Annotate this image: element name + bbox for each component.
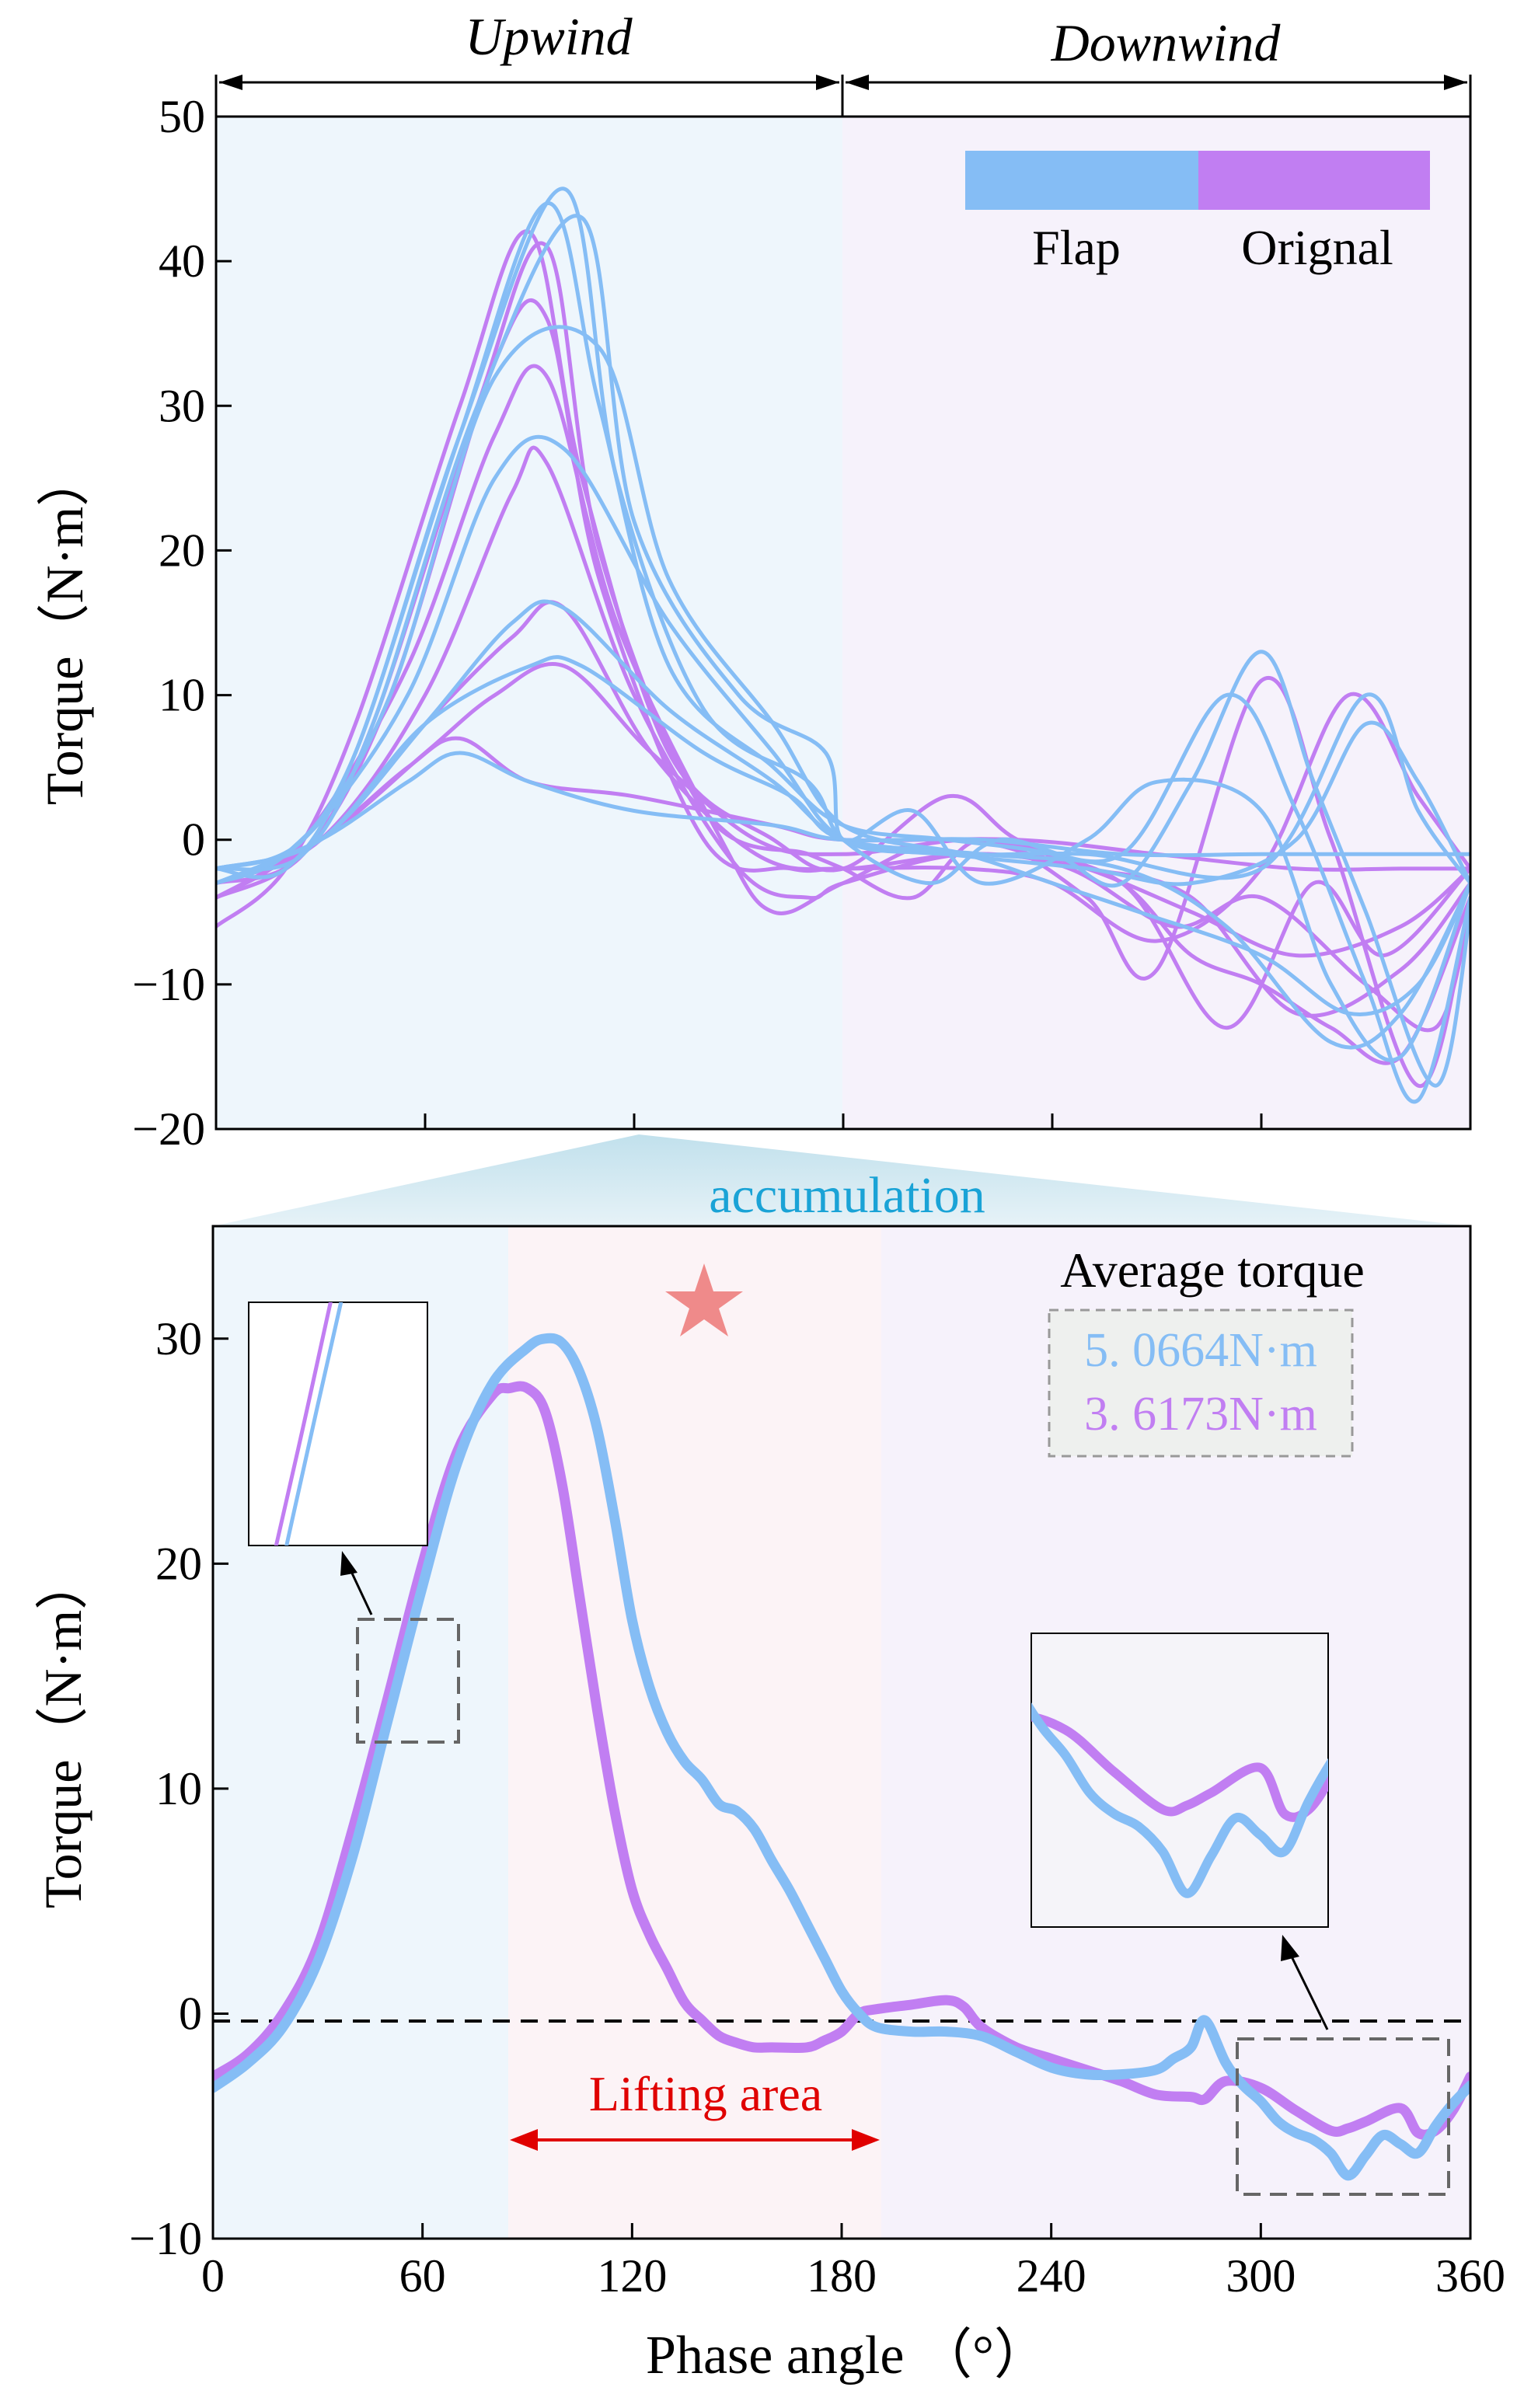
x-tick-label: 0 [201, 2250, 225, 2302]
zoom-box-upwind [356, 1618, 460, 1744]
x-tick-label: 360 [1435, 2250, 1505, 2302]
y-tick-label: 10 [159, 670, 205, 721]
arrowhead [816, 75, 839, 90]
y-tick-label: 20 [159, 524, 205, 576]
y-tick-label: 20 [155, 1538, 202, 1589]
average-torque-title: Average torque [1060, 1242, 1365, 1298]
inset-flap-line [1031, 1702, 1328, 1898]
y-tick-label: 30 [155, 1313, 202, 1364]
y-tick-label: −10 [129, 2213, 202, 2264]
upwind-label: Upwind [465, 7, 633, 66]
x-tick-label: 120 [597, 2250, 667, 2302]
x-tick-label: 180 [807, 2250, 877, 2302]
flap-cycle-line-4 [216, 325, 1470, 1016]
inset-downwind-arrow [1281, 1935, 1329, 2030]
top-upwind-region [216, 117, 842, 1129]
legend-flap-label: Flap [1032, 220, 1121, 275]
arrowhead [219, 75, 242, 90]
top-panel: −20 −10 0 10 20 30 40 50 Upwind Downwind Flap O… [35, 7, 1472, 1155]
star-icon [665, 1263, 743, 1336]
bottom-y-ticks: −10 0 10 20 30 [129, 1313, 228, 2264]
legend-flap-swatch [965, 151, 1198, 210]
lifting-area-label: Lifting area [589, 2066, 822, 2121]
arrowhead [1444, 75, 1467, 90]
average-original-value: 3. 6173N·m [1084, 1388, 1317, 1441]
top-y-ticks: −20 −10 0 10 20 30 40 50 [132, 91, 232, 1155]
inset-upwind-arrow [340, 1551, 373, 1615]
flap-cycle-line-8 [216, 751, 1470, 886]
top-series-group [216, 186, 1470, 1104]
y-tick-label: 10 [155, 1763, 202, 1814]
bottom-x-ticks: 0 60 120 180 240 300 360 [201, 2223, 1505, 2302]
y-tick-label: 0 [182, 814, 205, 866]
average-flap-value: 5. 0664N·m [1084, 1324, 1317, 1377]
y-tick-label: 50 [159, 91, 205, 142]
inset-upwind [248, 1302, 428, 1546]
y-tick-label: 40 [159, 235, 205, 287]
x-tick-label: 60 [399, 2250, 446, 2302]
accumulation-wedge: accumulation [213, 1134, 1470, 1226]
y-tick-label: −10 [132, 959, 205, 1010]
lifting-area-arrow [510, 2129, 880, 2151]
bottom-y-axis-label: Torque（N·m） [33, 1557, 92, 1908]
inset-flap-line [284, 1302, 343, 1546]
downwind-label: Downwind [1051, 13, 1282, 72]
inset-downwind [1031, 1633, 1329, 1928]
x-tick-label: 240 [1017, 2250, 1086, 2302]
accumulation-funnel [213, 1134, 1470, 1226]
top-x-ticks [424, 1113, 1263, 1129]
top-downwind-region [842, 117, 1470, 1129]
region-header [214, 75, 1472, 117]
flap-cycle-line-2 [216, 186, 1470, 1104]
legend-original-swatch [1198, 151, 1430, 210]
flap-cycle-line-5 [216, 434, 1470, 887]
bottom-lifting-region [508, 1226, 881, 2239]
flap-cycle-line-7 [216, 655, 1470, 1050]
bottom-series-group [213, 1333, 1470, 2181]
original-cycle-line-4 [216, 364, 1470, 1033]
original-cycle-line-5 [216, 445, 1470, 1018]
bottom-x-axis-label: Phase angle （°） [646, 2326, 1048, 2385]
x-tick-label: 300 [1226, 2250, 1296, 2302]
y-tick-label: −20 [132, 1103, 205, 1155]
accumulation-label: accumulation [709, 1167, 985, 1224]
y-tick-label: 30 [159, 380, 205, 431]
zoom-box-downwind [1236, 2037, 1450, 2196]
arrowhead [846, 75, 869, 90]
top-y-axis-label: Torque（N·m） [35, 454, 94, 805]
average-torque-box [1048, 1309, 1354, 1458]
legend: Flap Orignal [965, 151, 1430, 275]
flap-cycle-line-3 [216, 214, 1470, 1062]
y-tick-label: 0 [179, 1988, 202, 2039]
legend-original-label: Orignal [1241, 220, 1393, 275]
flap-average-line [213, 1333, 1470, 2181]
